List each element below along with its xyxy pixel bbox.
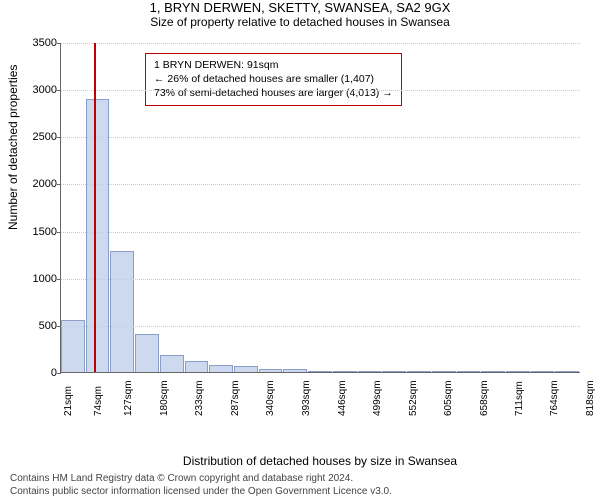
bar bbox=[86, 99, 110, 372]
bar bbox=[185, 361, 209, 372]
y-tick-mark bbox=[57, 279, 61, 280]
y-tick-mark bbox=[57, 326, 61, 327]
y-tick-mark bbox=[57, 232, 61, 233]
y-tick-label: 1000 bbox=[21, 273, 57, 285]
annotation-box: 1 BRYN DERWEN: 91sqm← 26% of detached ho… bbox=[145, 53, 402, 106]
bar bbox=[283, 369, 307, 372]
gridline bbox=[61, 326, 580, 327]
y-tick-label: 0 bbox=[21, 367, 57, 379]
y-tick-mark bbox=[57, 90, 61, 91]
x-axis-label: Distribution of detached houses by size … bbox=[60, 454, 580, 468]
bar bbox=[481, 371, 505, 372]
annotation-line: 73% of semi-detached houses are larger (… bbox=[154, 86, 393, 100]
gridline bbox=[61, 232, 580, 233]
y-tick-mark bbox=[57, 137, 61, 138]
chart-title: 1, BRYN DERWEN, SKETTY, SWANSEA, SA2 9GX bbox=[0, 0, 600, 15]
gridline bbox=[61, 184, 580, 185]
gridline bbox=[61, 90, 580, 91]
bar bbox=[531, 371, 555, 372]
y-tick-label: 1500 bbox=[21, 226, 57, 238]
y-tick-label: 2000 bbox=[21, 178, 57, 190]
footer-line-2: Contains public sector information licen… bbox=[10, 486, 392, 499]
chart-subtitle: Size of property relative to detached ho… bbox=[0, 15, 600, 29]
y-tick-label: 3500 bbox=[21, 37, 57, 49]
y-tick-label: 3000 bbox=[21, 84, 57, 96]
bar bbox=[209, 365, 233, 372]
bar bbox=[555, 371, 579, 372]
bar bbox=[308, 371, 332, 372]
bar bbox=[135, 334, 159, 372]
bar bbox=[110, 251, 134, 372]
bar bbox=[432, 371, 456, 372]
bar bbox=[259, 369, 283, 372]
y-tick-mark bbox=[57, 373, 61, 374]
bar bbox=[234, 366, 258, 372]
gridline bbox=[61, 43, 580, 44]
bar bbox=[506, 371, 530, 372]
footer-attribution: Contains HM Land Registry data © Crown c… bbox=[10, 473, 392, 498]
bar bbox=[160, 355, 184, 372]
bar bbox=[457, 371, 481, 372]
annotation-line: 1 BRYN DERWEN: 91sqm bbox=[154, 58, 393, 72]
bar bbox=[61, 320, 85, 372]
footer-line-1: Contains HM Land Registry data © Crown c… bbox=[10, 473, 392, 486]
gridline bbox=[61, 279, 580, 280]
bar bbox=[333, 371, 357, 372]
y-tick-mark bbox=[57, 184, 61, 185]
bar bbox=[382, 371, 406, 372]
chart-area: 21sqm74sqm127sqm180sqm233sqm287sqm340sqm… bbox=[60, 33, 590, 403]
plot-region: 21sqm74sqm127sqm180sqm233sqm287sqm340sqm… bbox=[60, 43, 580, 373]
bar bbox=[407, 371, 431, 372]
y-axis-label: Number of detached properties bbox=[6, 65, 20, 230]
bar bbox=[358, 371, 382, 372]
property-marker-line bbox=[94, 43, 96, 372]
y-tick-label: 500 bbox=[21, 320, 57, 332]
y-tick-mark bbox=[57, 43, 61, 44]
gridline bbox=[61, 137, 580, 138]
y-tick-label: 2500 bbox=[21, 131, 57, 143]
annotation-line: ← 26% of detached houses are smaller (1,… bbox=[154, 72, 393, 86]
